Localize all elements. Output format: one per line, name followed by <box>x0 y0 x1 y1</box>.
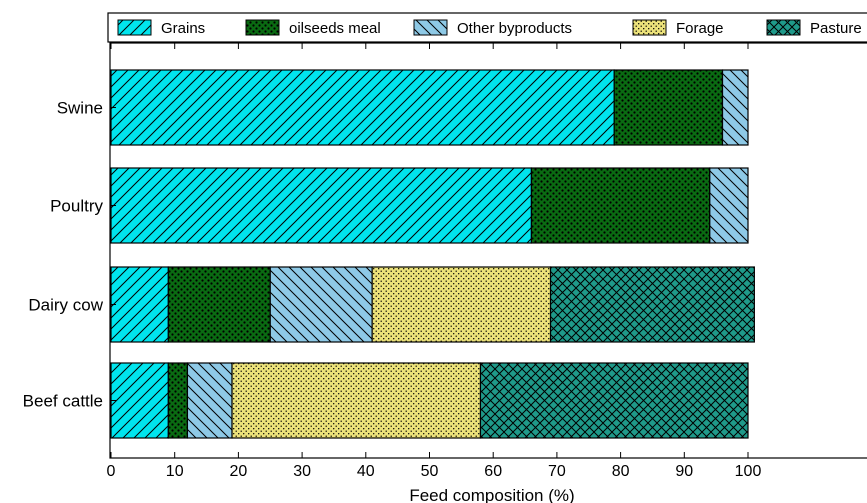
x-tick-label: 20 <box>230 463 248 480</box>
bar-poultry-oilseeds-meal <box>530 167 711 244</box>
category-label-dairy-cow: Dairy cow <box>28 296 103 315</box>
x-tick-label: 90 <box>675 463 693 480</box>
legend-items: Grains oilseeds meal Other byproducts Forag… <box>117 19 862 37</box>
bar-swine-other-byproducts <box>721 69 749 146</box>
x-tick-label: 40 <box>357 463 375 480</box>
legend-label: oilseeds meal <box>289 20 381 37</box>
x-axis-ticks: 0 10 20 30 40 50 60 70 80 90 100 <box>107 43 762 480</box>
category-label-beef-cattle: Beef cattle <box>23 392 103 411</box>
category-label-poultry: Poultry <box>50 197 103 216</box>
bar-beef-cattle-forage <box>231 362 482 439</box>
y-axis-categories: Swine Poultry Dairy cow Beef cattle <box>23 99 116 411</box>
x-axis-title: Feed composition (%) <box>409 486 574 503</box>
bar-beef-cattle-oilseeds-meal <box>167 362 189 439</box>
bar-dairy-cow-oilseeds-meal <box>167 266 271 343</box>
legend-item-grains: Grains <box>117 19 205 37</box>
bar-beef-cattle-other-byproducts <box>186 362 233 439</box>
x-tick-label: 100 <box>735 463 762 480</box>
legend-label: Grains <box>161 20 205 37</box>
x-tick-label: 30 <box>293 463 311 480</box>
bar-dairy-cow-other-byproducts <box>269 266 373 343</box>
legend-box <box>107 12 867 43</box>
bar-dairy-cow-pasture <box>549 266 755 343</box>
category-label-swine: Swine <box>57 99 103 118</box>
legend-item-oilseeds-meal: oilseeds meal <box>245 19 381 37</box>
bar-beef-cattle-pasture <box>479 362 749 439</box>
x-tick-label: 80 <box>612 463 630 480</box>
legend-item-forage: Forage <box>632 19 724 37</box>
legend-item-other-byproducts: Other byproducts <box>413 19 572 37</box>
legend-label: Forage <box>676 20 724 37</box>
bar-beef-cattle-grains <box>110 362 169 439</box>
legend-item-pasture: Pasture <box>766 19 862 37</box>
bar-poultry-grains <box>110 167 533 244</box>
legend: Grains oilseeds meal Other byproducts Forag… <box>107 12 867 43</box>
bar-swine-oilseeds-meal <box>613 69 724 146</box>
legend-label: Other byproducts <box>457 20 572 37</box>
x-tick-label: 10 <box>166 463 184 480</box>
bar-dairy-cow-forage <box>371 266 552 343</box>
bar-dairy-cow-grains <box>110 266 169 343</box>
x-tick-label: 70 <box>548 463 566 480</box>
x-tick-label: 0 <box>107 463 116 480</box>
x-tick-label: 60 <box>484 463 502 480</box>
bar-poultry-other-byproducts <box>709 167 749 244</box>
x-tick-label: 50 <box>421 463 439 480</box>
legend-label: Pasture <box>810 20 862 37</box>
bars-layer <box>110 69 755 439</box>
bar-swine-grains <box>110 69 615 146</box>
